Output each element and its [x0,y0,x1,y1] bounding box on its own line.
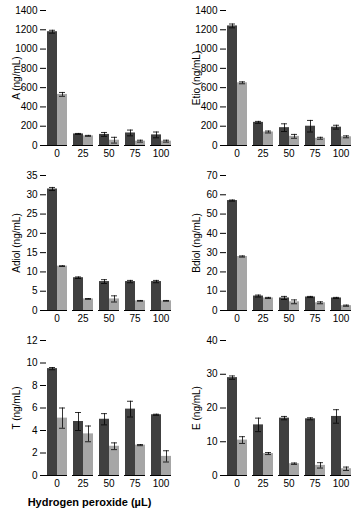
svg-text:1400: 1400 [195,5,218,16]
svg-text:6: 6 [32,402,38,413]
svg-text:0: 0 [32,470,38,481]
svg-text:200: 200 [21,120,38,131]
svg-text:100: 100 [333,478,350,489]
svg-text:0: 0 [32,140,38,151]
svg-text:25: 25 [77,148,89,159]
svg-text:100: 100 [153,313,170,324]
svg-text:20: 20 [206,402,218,413]
svg-text:400: 400 [21,101,38,112]
svg-text:0: 0 [234,148,240,159]
svg-text:50: 50 [103,313,115,324]
svg-text:800: 800 [21,63,38,74]
svg-text:0: 0 [212,305,218,316]
svg-text:70: 70 [206,170,218,181]
svg-text:50: 50 [206,208,218,219]
svg-text:1400: 1400 [15,5,38,16]
svg-text:15: 15 [26,247,38,258]
svg-text:Adiol (ng/mL): Adiol (ng/mL) [11,213,22,272]
svg-text:0: 0 [212,140,218,151]
svg-text:10: 10 [26,266,38,277]
svg-text:2: 2 [32,447,38,458]
svg-text:1000: 1000 [195,43,218,55]
svg-text:25: 25 [26,208,38,219]
svg-text:1200: 1200 [15,24,38,35]
svg-text:50: 50 [283,148,295,159]
svg-text:30: 30 [206,247,218,258]
svg-text:75: 75 [129,313,141,324]
svg-text:25: 25 [77,478,89,489]
svg-text:100: 100 [153,148,170,159]
svg-text:75: 75 [309,478,321,489]
svg-text:35: 35 [26,170,38,181]
svg-text:10: 10 [206,436,218,447]
svg-text:0: 0 [234,313,240,324]
svg-text:20: 20 [26,228,38,239]
svg-text:8: 8 [32,380,38,391]
svg-text:30: 30 [206,368,218,379]
svg-text:600: 600 [21,82,38,93]
svg-text:50: 50 [283,313,295,324]
svg-text:0: 0 [54,478,60,489]
html-text:Hydrogen peroxide (µL): Hydrogen peroxide (µL) [27,496,152,508]
svg-text:Etio (ng/mL): Etio (ng/mL) [191,51,202,105]
svg-text:40: 40 [206,335,218,346]
svg-text:10: 10 [26,357,38,368]
svg-text:5: 5 [32,285,38,296]
svg-text:4: 4 [32,425,38,436]
svg-text:A (ng/mL): A (ng/mL) [11,56,22,99]
svg-text:100: 100 [333,313,350,324]
svg-text:800: 800 [201,63,218,74]
svg-text:12: 12 [26,335,38,346]
svg-text:10: 10 [206,285,218,296]
svg-text:400: 400 [201,101,218,112]
svg-text:Bdiol (ng/mL): Bdiol (ng/mL) [191,213,202,272]
svg-text:1000: 1000 [15,43,38,54]
svg-text:75: 75 [309,313,321,324]
svg-text:0: 0 [212,470,218,481]
svg-text:75: 75 [129,478,141,489]
svg-text:600: 600 [201,82,218,93]
svg-text:100: 100 [333,148,350,159]
svg-text:0: 0 [234,478,240,489]
svg-text:200: 200 [201,120,218,131]
svg-text:30: 30 [26,189,38,200]
svg-text:50: 50 [283,478,295,489]
svg-text:0: 0 [32,305,38,316]
svg-text:60: 60 [206,189,218,200]
svg-text:50: 50 [103,148,115,159]
svg-text:E (ng/mL): E (ng/mL) [191,386,202,430]
svg-text:75: 75 [309,148,321,159]
svg-text:75: 75 [129,148,141,159]
svg-text:25: 25 [77,313,89,324]
svg-text:1200: 1200 [195,24,218,35]
svg-text:40: 40 [206,228,218,239]
svg-text:0: 0 [54,313,60,324]
svg-text:0: 0 [54,148,60,159]
svg-text:100: 100 [153,478,170,489]
svg-text:25: 25 [257,313,269,324]
svg-text:25: 25 [257,478,269,489]
svg-text:50: 50 [103,478,115,489]
svg-text:25: 25 [257,148,269,159]
svg-text:20: 20 [206,266,218,277]
svg-text:T (ng/mL): T (ng/mL) [11,386,22,429]
